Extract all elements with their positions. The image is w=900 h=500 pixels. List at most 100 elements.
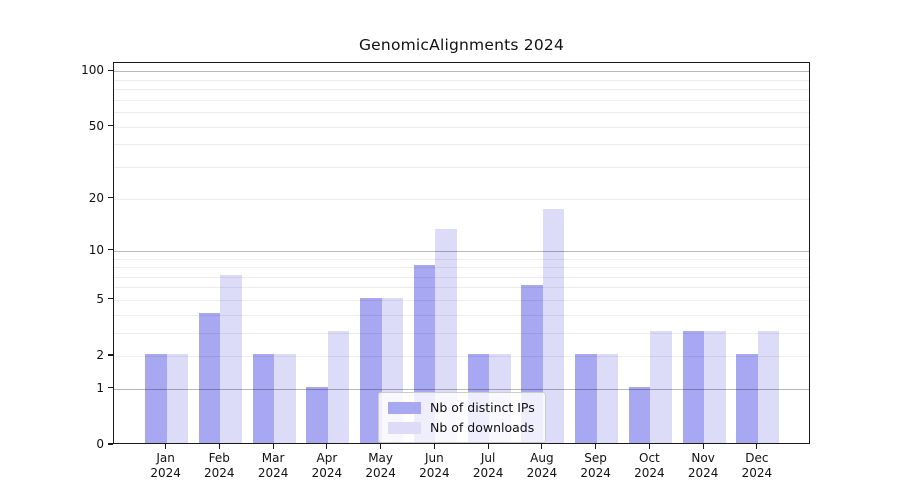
legend-swatch [388,401,421,414]
x-tick-mark [272,444,274,449]
bar [198,312,221,443]
gridline-minor [114,267,809,269]
y-tick-mark [108,125,113,127]
bar [145,354,167,443]
x-tick-month: Oct [639,451,660,465]
bar [252,354,275,443]
x-tick-month: Mar [261,451,285,465]
x-tick-month: Sep [584,451,607,465]
gridline-minor [114,276,809,278]
legend: Nb of distinct IPs Nb of downloads [378,392,546,443]
bar [274,354,296,443]
x-tick-label: Jan 2024 [136,451,196,481]
gridline-minor [114,332,809,334]
y-tick-label: 5 [96,291,104,306]
gridline-minor [114,314,809,316]
x-tick-year: 2024 [150,466,181,480]
legend-label: Nb of downloads [430,420,535,435]
x-tick-year: 2024 [257,466,289,480]
y-tick-label: 20 [88,190,104,205]
x-tick-year: 2024 [365,466,396,480]
y-tick-label: 10 [88,242,104,257]
gridline-minor [114,112,809,114]
y-tick-mark [108,443,113,445]
x-tick-month: Jul [480,451,496,465]
x-tick-month: Apr [316,451,338,465]
x-tick-year: 2024 [526,466,558,480]
x-tick-year: 2024 [741,466,773,480]
y-tick-label: 2 [96,348,104,362]
gridline-minor [114,79,809,81]
x-tick-label: Feb 2024 [189,451,249,481]
x-tick-mark [756,444,758,449]
gridline-minor [114,89,809,91]
bar [628,386,651,443]
y-tick-label: 0 [96,437,104,451]
x-tick-label: Jun 2024 [404,451,464,481]
gridline-minor [114,99,809,101]
x-tick-year: 2024 [472,466,504,480]
bar [306,386,328,443]
y-tick-label: 1 [96,380,104,395]
chart-title: GenomicAlignments 2024 [358,36,565,54]
bar [650,330,672,443]
x-tick-month: Feb [208,451,230,465]
y-tick-mark [108,249,113,251]
gridline-minor [114,287,809,289]
x-tick-label: Apr 2024 [297,451,357,481]
legend-row: Nb of distinct IPs [388,400,535,415]
x-tick-mark [380,444,382,449]
x-tick-label: Nov 2024 [673,451,733,481]
x-tick-year: 2024 [580,466,611,480]
gridline-minor [114,258,809,260]
x-tick-year: 2024 [419,466,450,480]
y-tick-label: 50 [88,118,104,133]
x-tick-label: Jul 2024 [458,451,518,481]
x-tick-month: Jan [156,451,175,465]
x-tick-label: May 2024 [351,451,411,481]
y-tick-mark [108,298,113,300]
x-tick-mark [541,444,543,449]
x-tick-mark [702,444,704,449]
bar [757,330,780,443]
bar [360,297,382,443]
x-tick-label: Sep 2024 [566,451,626,481]
x-tick-label: Mar 2024 [243,451,303,481]
gridline-major [114,388,809,390]
x-tick-year: 2024 [204,466,235,480]
legend-label: Nb of distinct IPs [430,400,535,415]
x-tick-year: 2024 [634,466,665,480]
x-tick-label: Aug 2024 [512,451,572,481]
x-tick-month: Nov [691,451,715,465]
x-tick-label: Oct 2024 [619,451,679,481]
bar [736,354,758,443]
gridline-minor [114,356,809,357]
x-tick-mark [218,444,220,449]
x-tick-month: Aug [530,451,554,465]
legend-swatch [388,421,421,434]
x-tick-mark [165,444,167,449]
x-tick-mark [595,444,597,449]
gridline-minor [114,144,809,146]
y-tick-mark [108,69,113,71]
x-tick-month: Jun [425,451,444,465]
x-tick-month: May [368,451,393,465]
gridline-minor [114,166,809,168]
legend-row: Nb of downloads [388,420,535,435]
x-tick-mark [648,444,650,449]
y-tick-mark [108,387,113,389]
gridline-minor [114,198,809,200]
x-tick-year: 2024 [687,466,719,480]
x-tick-year: 2024 [311,466,343,480]
y-tick-label: 100 [81,63,104,78]
bar [220,274,242,443]
bar [542,209,565,443]
y-tick-mark [108,354,113,356]
gridline-major [114,71,809,73]
bar [327,330,350,443]
x-tick-mark [326,444,328,449]
bar [596,354,619,443]
x-tick-label: Dec 2024 [727,451,787,481]
gridline-major [114,250,809,252]
